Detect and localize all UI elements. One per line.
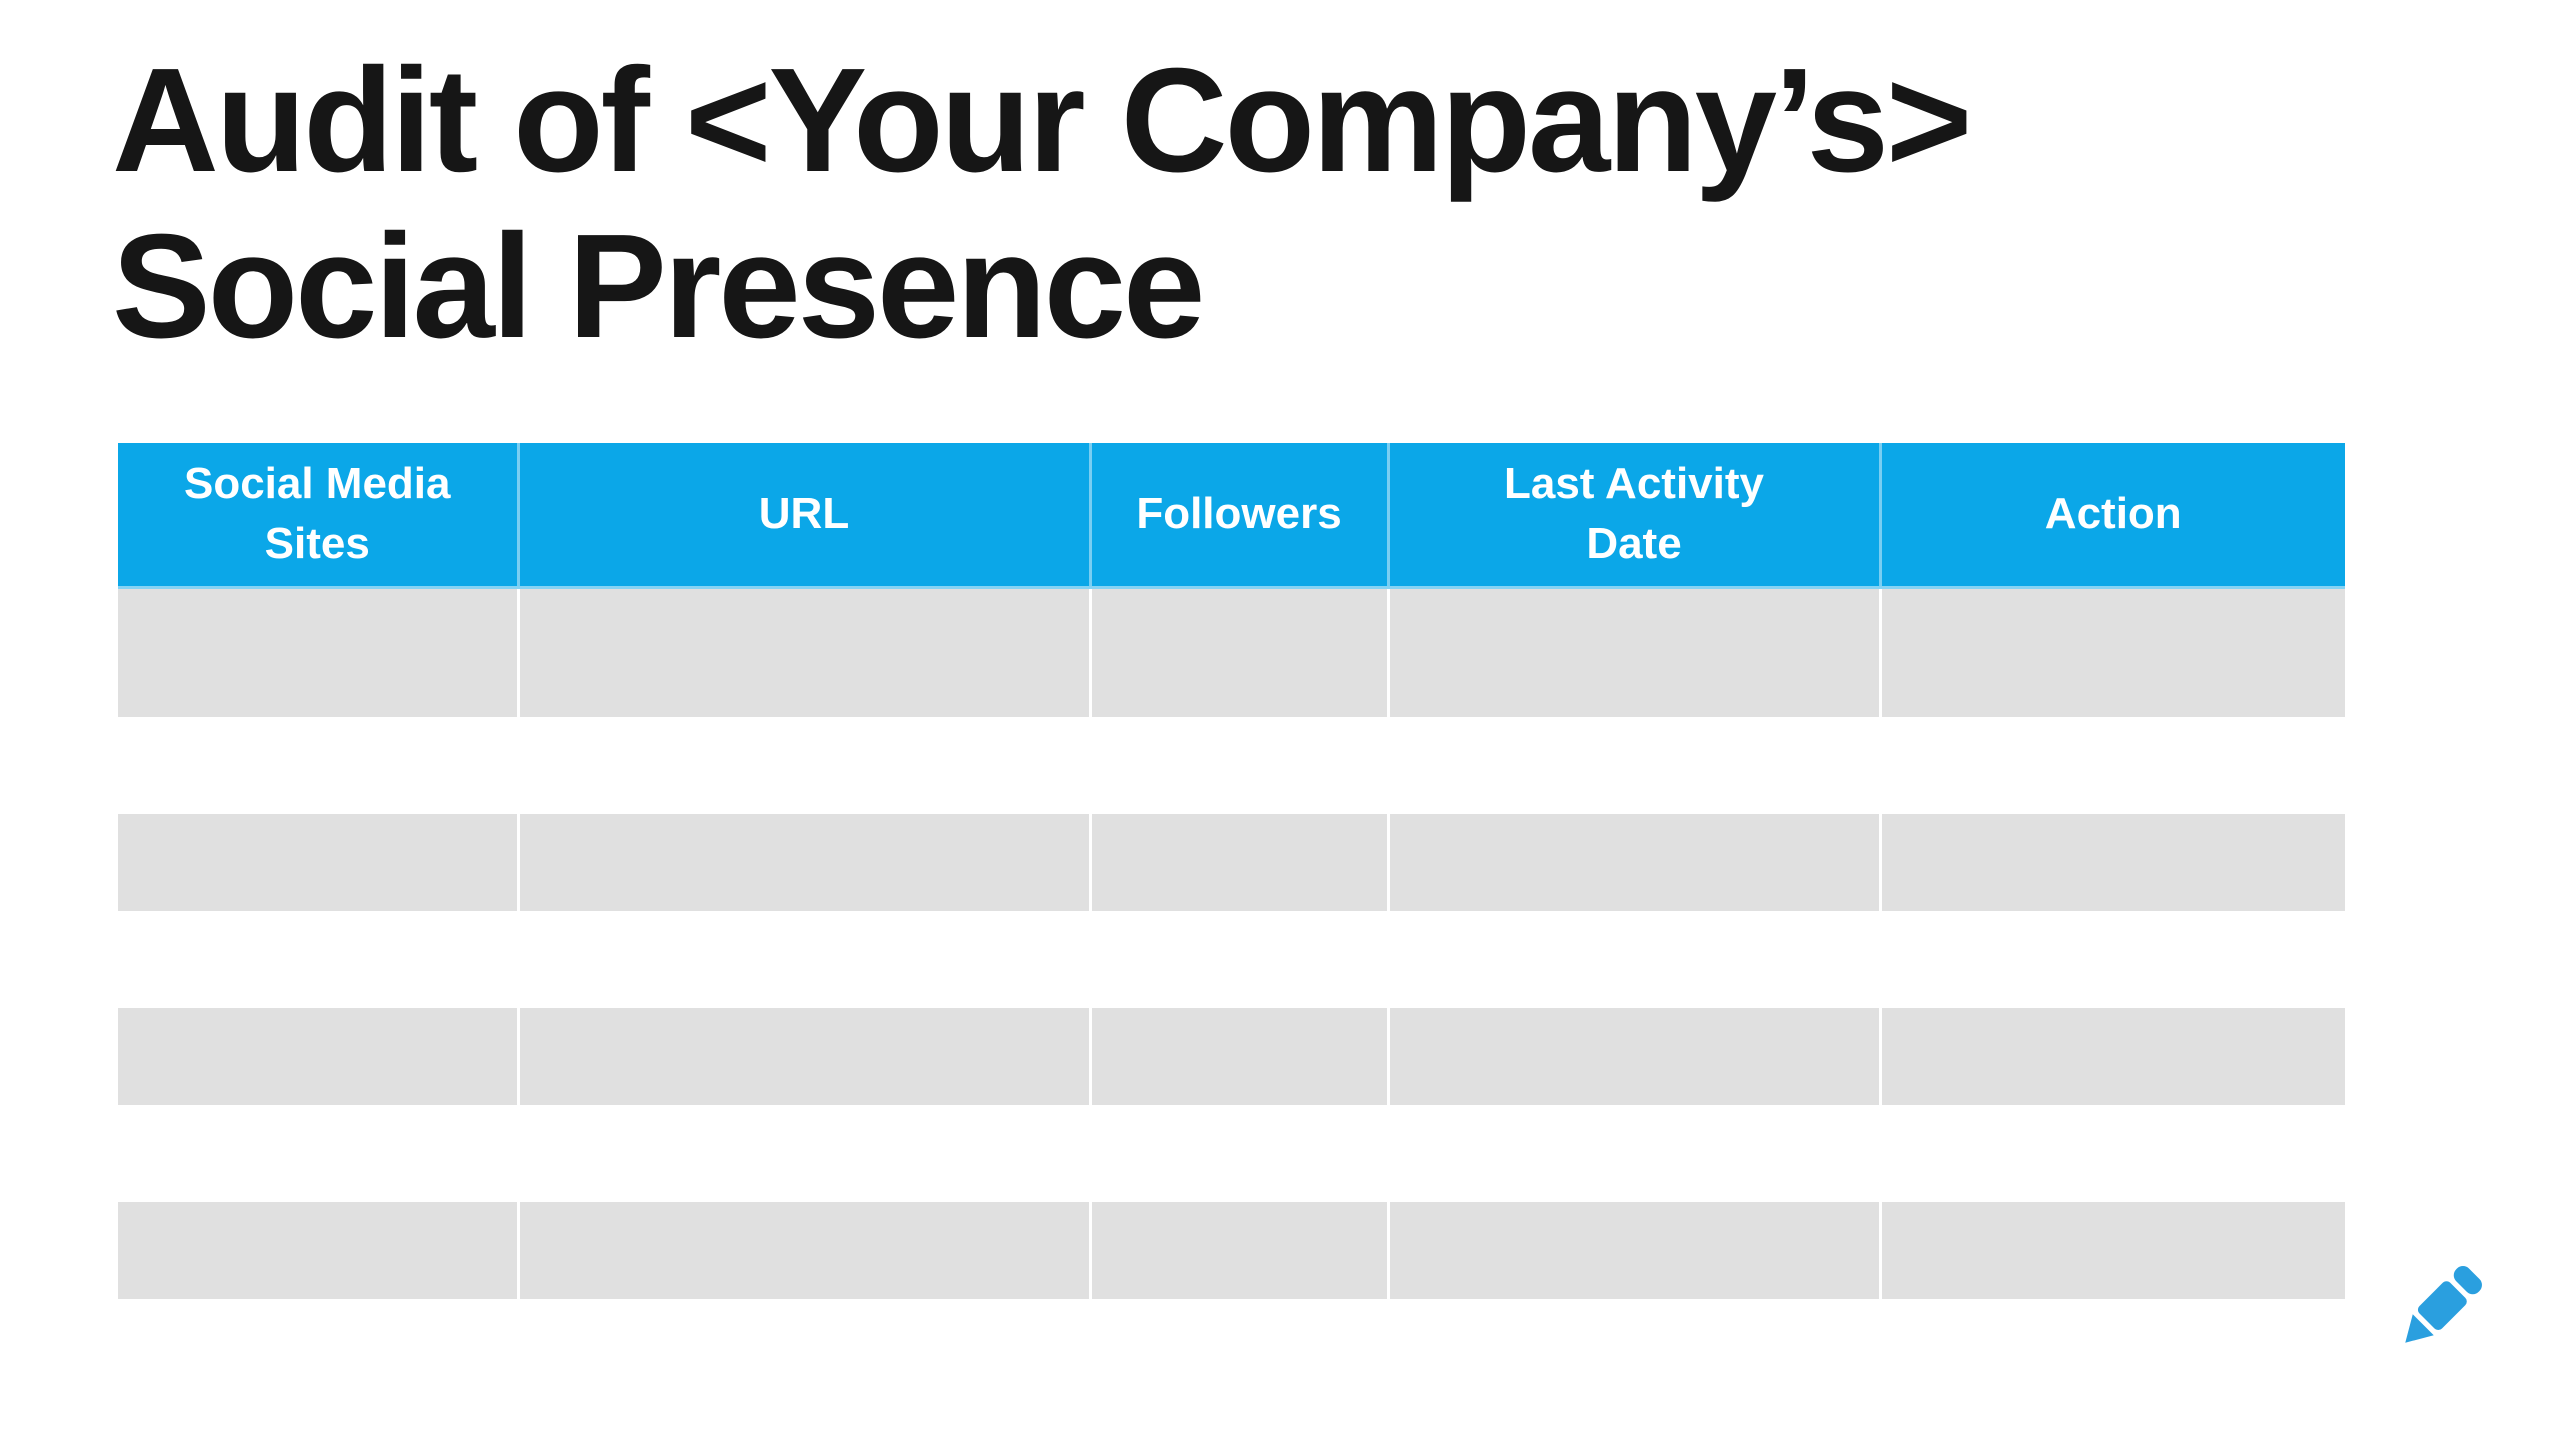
table-cell[interactable] [1088, 587, 1388, 717]
pencil-cap [2453, 1266, 2482, 1295]
pencil-tip [2405, 1314, 2434, 1343]
table-cell[interactable] [1386, 1008, 1880, 1105]
table-cell[interactable] [118, 587, 518, 717]
table-cell[interactable] [1386, 1202, 1880, 1299]
table-body [118, 587, 2345, 1299]
table-cell[interactable] [1878, 911, 2345, 1008]
table-cell[interactable] [118, 814, 518, 911]
table-cell[interactable] [1088, 717, 1388, 814]
column-header-followers: Followers [1088, 443, 1388, 589]
table-cell[interactable] [516, 587, 1090, 717]
table-header-row: Social Media Sites URL Followers Last Ac… [118, 443, 2345, 589]
table-cell[interactable] [1878, 1008, 2345, 1105]
table-row [118, 1202, 2345, 1299]
table-cell[interactable] [118, 911, 518, 1008]
edit-pencil-icon[interactable] [2386, 1256, 2492, 1362]
table-cell[interactable] [1088, 1202, 1388, 1299]
table-cell[interactable] [516, 1202, 1090, 1299]
table-cell[interactable] [1878, 1105, 2345, 1202]
table-cell[interactable] [118, 1008, 518, 1105]
table-cell[interactable] [516, 1105, 1090, 1202]
table-cell[interactable] [1088, 911, 1388, 1008]
page-title-line2: Social Presence [112, 204, 1205, 369]
table-cell[interactable] [516, 1008, 1090, 1105]
social-audit-table: Social Media Sites URL Followers Last Ac… [118, 443, 2345, 1299]
column-header-social-media-sites: Social Media Sites [118, 443, 518, 589]
table-cell[interactable] [516, 911, 1090, 1008]
table-cell[interactable] [118, 1202, 518, 1299]
table-cell[interactable] [1878, 814, 2345, 911]
column-header-url: URL [516, 443, 1090, 589]
table-cell[interactable] [1878, 717, 2345, 814]
table-cell[interactable] [516, 717, 1090, 814]
table-row [118, 717, 2345, 814]
table-cell[interactable] [1386, 911, 1880, 1008]
table-cell[interactable] [1088, 814, 1388, 911]
column-header-last-activity-date: Last Activity Date [1386, 443, 1880, 589]
table-cell[interactable] [1088, 1105, 1388, 1202]
table-cell[interactable] [1386, 717, 1880, 814]
table-cell[interactable] [1386, 814, 1880, 911]
table-cell[interactable] [1878, 1202, 2345, 1299]
table-cell[interactable] [118, 717, 518, 814]
page-title-line1: Audit of <Your Company’s> [112, 38, 1972, 203]
table-cell[interactable] [516, 814, 1090, 911]
table-row [118, 587, 2345, 717]
table-cell[interactable] [1878, 587, 2345, 717]
table-row [118, 1008, 2345, 1105]
table-cell[interactable] [1088, 1008, 1388, 1105]
table-row [118, 911, 2345, 1008]
table-cell[interactable] [1386, 587, 1880, 717]
page-title: Audit of <Your Company’s> Social Presenc… [112, 38, 1972, 370]
pencil-body [2417, 1281, 2467, 1331]
table-cell[interactable] [118, 1105, 518, 1202]
table-cell[interactable] [1386, 1105, 1880, 1202]
table-row [118, 814, 2345, 911]
column-header-action: Action [1878, 443, 2345, 589]
table-row [118, 1105, 2345, 1202]
